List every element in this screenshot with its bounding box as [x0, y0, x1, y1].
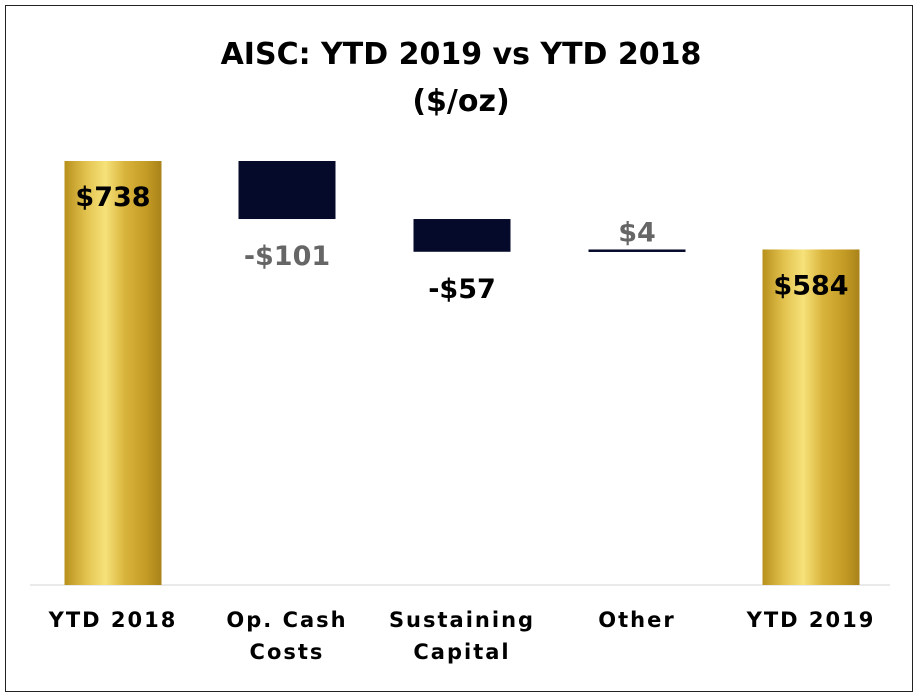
bar-delta: [588, 249, 686, 252]
category-label: Costs: [250, 640, 325, 664]
category-label: Other: [598, 608, 675, 632]
data-label: $4: [618, 217, 656, 248]
data-label: -$57: [428, 274, 496, 305]
chart-subtitle: ($/oz): [412, 84, 510, 119]
category-label: Capital: [413, 640, 510, 664]
category-label: YTD 2019: [746, 608, 876, 632]
bar-total: [64, 161, 162, 585]
bar-delta: [238, 161, 336, 220]
category-label: Sustaining: [389, 608, 535, 632]
bar-delta: [413, 219, 511, 252]
chart-title: AISC: YTD 2019 vs YTD 2018: [220, 37, 702, 72]
data-label: $738: [75, 182, 150, 213]
category-label: Op. Cash: [226, 608, 347, 632]
category-label: YTD 2018: [48, 608, 178, 632]
bar-total: [762, 249, 860, 585]
data-label: -$101: [244, 241, 330, 272]
data-label: $584: [773, 270, 848, 301]
